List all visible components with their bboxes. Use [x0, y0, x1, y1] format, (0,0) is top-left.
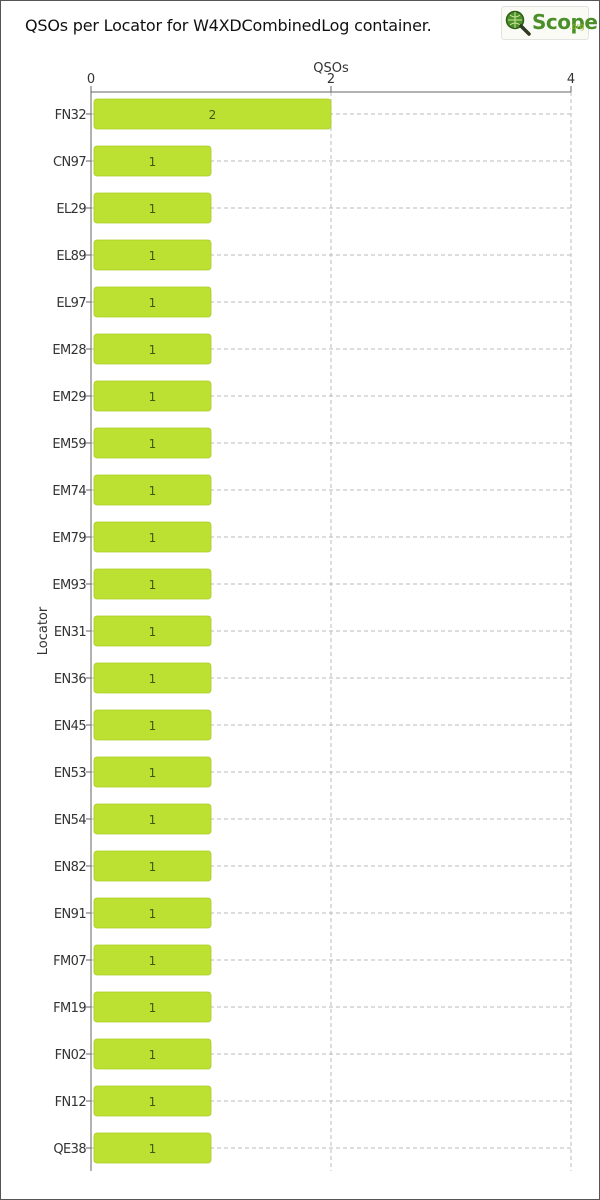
category-label: EM59 [52, 437, 86, 452]
bar-value-label: 1 [149, 437, 157, 451]
axis-labels: QSOs Locator 0 2 4 2 FN32 1 CN97 1 EL29 1 EL89 1 EL9… [36, 61, 575, 1157]
bar-value-label: 1 [149, 343, 157, 357]
bar-em93 [93, 568, 212, 600]
bar-en82 [93, 850, 212, 882]
bar-el97 [93, 286, 212, 318]
category-label: FM19 [53, 1001, 86, 1016]
bar-en45 [93, 709, 212, 741]
bar-value-label: 1 [149, 531, 157, 545]
category-label: EN36 [54, 672, 86, 687]
bar-en36 [93, 662, 212, 694]
category-label: FN02 [55, 1048, 86, 1063]
bar-en54 [93, 803, 212, 835]
category-label: EM29 [52, 390, 86, 405]
bar-value-label: 1 [149, 766, 157, 780]
bar-value-label: 1 [149, 860, 157, 874]
logo-suffix: .org [569, 22, 585, 31]
category-label: EN45 [54, 719, 86, 734]
bar-em29 [93, 380, 212, 412]
axes [86, 86, 572, 1171]
bar-value-label: 1 [149, 954, 157, 968]
bar-value-label: 1 [149, 1142, 157, 1156]
category-label: EM79 [52, 531, 86, 546]
bar-em79 [93, 521, 212, 553]
category-label: EN54 [54, 813, 86, 828]
category-label: EM28 [52, 343, 86, 358]
category-label: FM07 [53, 954, 86, 969]
bar-el29 [93, 192, 212, 224]
x-tick-label: 2 [327, 72, 335, 87]
category-label: EL29 [56, 202, 86, 217]
bar-value-label: 1 [149, 484, 157, 498]
category-label: EN82 [54, 860, 86, 875]
x-tick-label: 4 [567, 72, 575, 87]
bar-value-label: 1 [149, 1095, 157, 1109]
bar-value-label: 1 [149, 1001, 157, 1015]
bar-em28 [93, 333, 212, 365]
bar-value-label: 1 [149, 907, 157, 921]
bar-el89 [93, 239, 212, 271]
bar-value-label: 1 [149, 390, 157, 404]
category-label: EM74 [52, 484, 86, 499]
category-label: EN53 [54, 766, 86, 781]
bar-fn12 [93, 1085, 212, 1117]
category-label: EN91 [54, 907, 86, 922]
bar-value-label: 1 [149, 719, 157, 733]
x-axis-label: QSOs [313, 61, 349, 76]
bar-value-label: 1 [149, 578, 157, 592]
bar-fn32 [93, 98, 332, 130]
bar-value-label: 1 [149, 202, 157, 216]
category-label: QE38 [53, 1142, 86, 1157]
bar-en31 [93, 615, 212, 647]
x-tick-label: 0 [87, 72, 95, 87]
bar-value-label: 1 [149, 155, 157, 169]
bar-em74 [93, 474, 212, 506]
bar-cn97 [93, 145, 212, 177]
bar-en53 [93, 756, 212, 788]
bar-value-label: 1 [149, 1048, 157, 1062]
bar-qe38 [93, 1132, 212, 1164]
bar-value-label: 1 [149, 672, 157, 686]
y-axis-label: Locator [36, 606, 51, 655]
bar-fm19 [93, 991, 212, 1023]
category-label: FN32 [55, 108, 86, 123]
bar-en91 [93, 897, 212, 929]
bar-value-label: 2 [209, 108, 217, 122]
bar-value-label: 1 [149, 813, 157, 827]
category-label: CN97 [53, 155, 86, 170]
bar-value-label: 1 [149, 625, 157, 639]
bar-fm07 [93, 944, 212, 976]
bars [93, 98, 332, 1164]
qscope-logo: Scope .org [501, 6, 598, 40]
bar-em59 [93, 427, 212, 459]
magnifier-globe-icon [505, 10, 531, 36]
logo-text: Scope [532, 10, 598, 34]
bar-value-label: 1 [149, 296, 157, 310]
category-label: FN12 [55, 1095, 86, 1110]
category-label: EL97 [56, 296, 86, 311]
bar-value-label: 1 [149, 249, 157, 263]
category-label: EN31 [54, 625, 86, 640]
category-label: EM93 [52, 578, 86, 593]
category-label: EL89 [56, 249, 86, 264]
chart-title: QSOs per Locator for W4XDCombinedLog con… [25, 16, 432, 35]
bar-fn02 [93, 1038, 212, 1070]
